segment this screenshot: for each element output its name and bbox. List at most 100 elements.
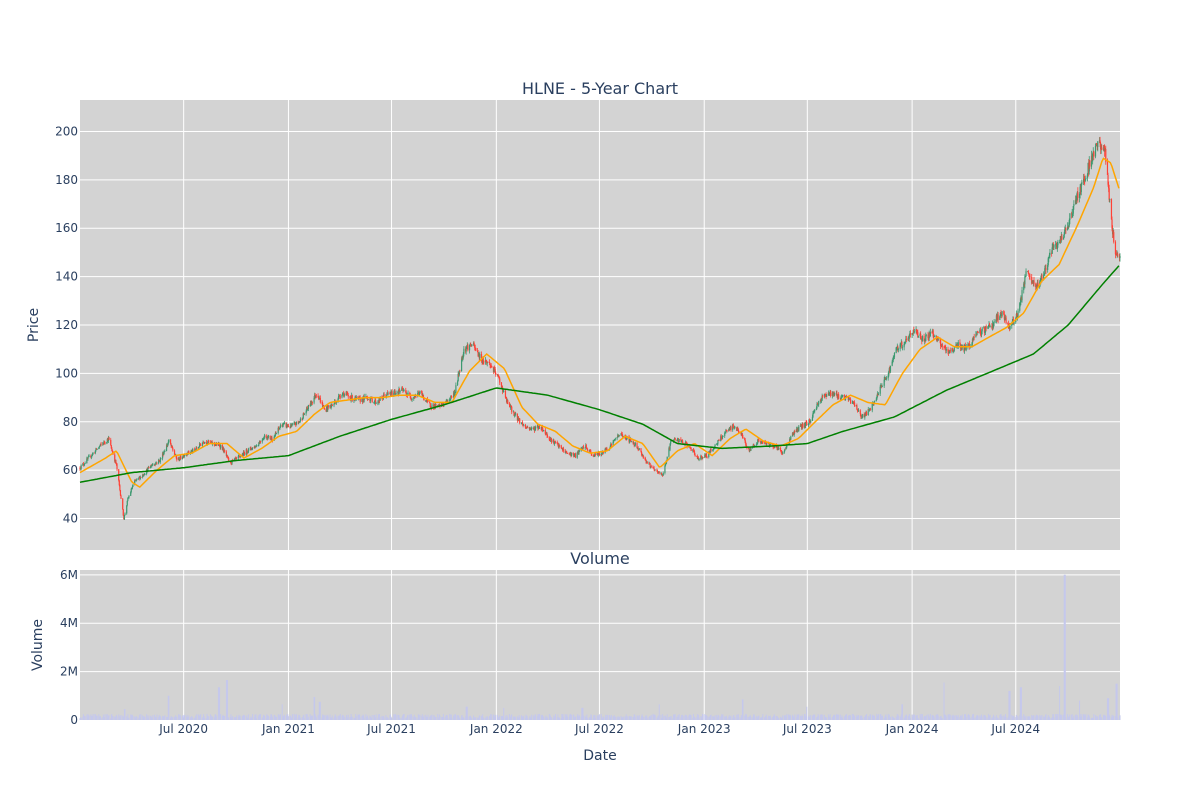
- candle-body: [1011, 323, 1013, 326]
- volume-bar: [692, 713, 694, 720]
- volume-bar: [1013, 716, 1015, 720]
- candle-body: [414, 395, 417, 397]
- candle-body: [892, 357, 894, 361]
- volume-bar: [897, 715, 899, 720]
- candle-body: [335, 401, 337, 404]
- candle-body: [474, 345, 476, 348]
- candle-body: [897, 349, 900, 350]
- volume-bar: [665, 717, 667, 720]
- volume-bar: [912, 716, 914, 720]
- volume-bar: [872, 714, 874, 720]
- candle-body: [1044, 268, 1046, 274]
- volume-bar: [1005, 716, 1007, 720]
- candle-body: [519, 418, 521, 423]
- volume-bar: [598, 714, 600, 720]
- candle-body: [967, 344, 969, 347]
- volume-bar: [937, 714, 939, 720]
- volume-bar: [833, 715, 835, 720]
- volume-bar: [341, 715, 343, 720]
- volume-bar: [95, 716, 97, 720]
- volume-bar: [166, 716, 168, 720]
- volume-bar: [948, 717, 950, 720]
- candle-body: [435, 404, 437, 408]
- candle-body: [128, 495, 130, 498]
- volume-bar: [395, 714, 397, 720]
- volume-bar: [757, 715, 759, 720]
- candle-body: [1043, 274, 1045, 280]
- volume-bar: [537, 714, 539, 720]
- candle-body: [794, 430, 796, 433]
- volume-bar: [1027, 716, 1029, 720]
- volume-bar: [915, 715, 917, 720]
- candle-body: [885, 378, 888, 380]
- candle-body: [988, 324, 991, 327]
- candle-body: [852, 401, 855, 404]
- volume-bar: [664, 716, 666, 720]
- volume-bar: [929, 718, 931, 720]
- candle-body: [1024, 276, 1027, 278]
- volume-bar: [732, 717, 734, 720]
- candle-body: [130, 492, 132, 496]
- volume-bar: [1119, 715, 1121, 720]
- volume-bar: [474, 717, 476, 720]
- volume-bar: [709, 715, 711, 720]
- candle-body: [383, 394, 385, 396]
- candle-body: [642, 455, 644, 459]
- candle-body: [654, 469, 656, 471]
- volume-bar: [1008, 690, 1010, 720]
- candle-body: [201, 442, 204, 446]
- candle-body: [286, 424, 288, 427]
- volume-bar: [442, 713, 444, 720]
- candle-body: [976, 332, 978, 336]
- volume-bar: [837, 715, 839, 720]
- candle-body: [243, 451, 245, 453]
- candle-body: [339, 395, 341, 397]
- volume-bar: [342, 714, 344, 720]
- volume-bar: [953, 715, 955, 720]
- candle-body: [176, 457, 178, 460]
- volume-bar: [327, 714, 329, 720]
- candle-body: [367, 399, 369, 400]
- volume-bar: [842, 718, 844, 720]
- moving-average-line-1: [79, 157, 1120, 489]
- volume-bar: [441, 717, 443, 720]
- volume-bar: [517, 717, 519, 720]
- candle-body: [200, 444, 202, 446]
- volume-bar: [889, 716, 891, 720]
- volume-bar: [311, 715, 313, 720]
- candle-body: [524, 424, 526, 428]
- volume-bar: [991, 717, 993, 720]
- volume-bar: [1091, 718, 1093, 720]
- volume-bar: [642, 717, 644, 720]
- volume-bar: [499, 715, 501, 720]
- volume-bar: [795, 717, 797, 720]
- candle-body: [104, 442, 106, 444]
- price-grid: [80, 100, 1120, 550]
- volume-bar: [864, 715, 866, 720]
- volume-bar: [734, 717, 736, 720]
- candle-body: [99, 443, 102, 446]
- volume-bar: [539, 713, 541, 720]
- volume-bar: [741, 716, 743, 720]
- candle-body: [1019, 302, 1021, 304]
- volume-bar: [361, 715, 363, 720]
- candle-body: [251, 447, 253, 450]
- volume-bar: [546, 716, 548, 720]
- candle-body: [387, 393, 389, 395]
- volume-bar: [737, 714, 739, 720]
- candle-body: [441, 403, 443, 405]
- volume-bar: [170, 717, 172, 720]
- volume-bar: [119, 715, 121, 720]
- volume-bar: [740, 715, 742, 720]
- candle-body: [1077, 192, 1079, 198]
- volume-bar: [780, 716, 782, 720]
- candle-body: [697, 457, 700, 460]
- volume-bar: [370, 717, 372, 720]
- volume-bar: [726, 717, 728, 720]
- candle-body: [805, 421, 807, 426]
- volume-bar: [670, 715, 672, 720]
- volume-bar: [405, 717, 407, 720]
- volume-bar: [776, 716, 778, 720]
- candle-body: [1108, 188, 1110, 200]
- volume-bar: [945, 714, 947, 720]
